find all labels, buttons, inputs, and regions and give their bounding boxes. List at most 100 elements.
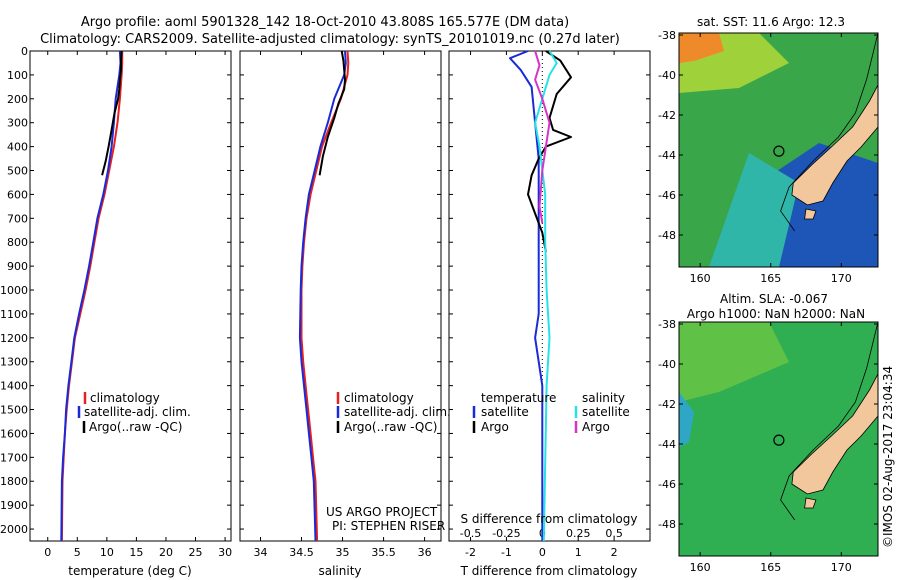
x-tick-label: 35.5 [371, 546, 396, 559]
x-tick-label: -1 [501, 546, 512, 559]
hot-sst-patch [679, 33, 724, 63]
lat-tick-label: -46 [658, 189, 676, 202]
temperature-panel-frame [29, 50, 232, 542]
figure-title-line1: Argo profile: aoml 5901328_142 18-Oct-20… [81, 15, 569, 30]
x-tick-label: 1 [575, 546, 582, 559]
depth-tick-label: 1000 [0, 284, 28, 297]
mid-sst-patch [709, 153, 799, 267]
legend-temp-argo-label: Argo [481, 420, 509, 434]
depth-tick-label: 1500 [0, 404, 28, 417]
x-tick-label: 0 [44, 546, 51, 559]
stewart-island-land [804, 497, 817, 509]
legend-sal-argo-label: Argo [582, 420, 610, 434]
sla-map-title-line2: Argo h1000: NaN h2000: NaN [687, 307, 865, 321]
pi-credit: PI: STEPHEN RISER [332, 519, 445, 533]
lat-tick-label: -42 [658, 109, 676, 122]
sla-low-patch [679, 392, 694, 447]
depth-contour [780, 322, 878, 521]
depth-tick-label: 1800 [0, 475, 28, 488]
x-tick-label: 35 [336, 546, 350, 559]
s-difference-axis-label: S difference from climatology [461, 512, 638, 526]
x-tick-label: 15 [129, 546, 143, 559]
lat-tick-label: -46 [658, 478, 676, 491]
series-line-climatology [300, 50, 350, 542]
lat-tick-label: -38 [658, 318, 676, 331]
salinity-axis-label: salinity [318, 564, 361, 578]
south-island-land [791, 373, 878, 495]
depth-tick-label: 200 [7, 93, 28, 106]
project-credit: US ARGO PROJECT [326, 505, 438, 519]
sla-high-patch [679, 322, 789, 402]
lat-tick-label: -48 [658, 518, 676, 531]
x-tick-label: 0 [539, 546, 546, 559]
depth-tick-label: 800 [7, 236, 28, 249]
depth-tick-label: 1700 [0, 451, 28, 464]
south-island-land [791, 84, 878, 206]
depth-tick-label: 1300 [0, 356, 28, 369]
legend-temp-satellite-label: satellite [481, 405, 529, 419]
lat-tick-label: -40 [658, 358, 676, 371]
depth-tick-label: 1100 [0, 308, 28, 321]
map-frame [678, 32, 879, 268]
sla-map-title-line1: Altim. SLA: -0.067 [720, 292, 828, 306]
series-line-satellite [298, 50, 347, 542]
s-difference-tick-label: 0.5 [605, 527, 623, 540]
lat-tick-label: -44 [658, 438, 676, 451]
lat-tick-label: -44 [658, 149, 676, 162]
sst-map: sat. SST: 11.6 Argo: 12.3 -38 -40 -42 -44 -4… [658, 15, 879, 285]
difference-legend: temperature satellite Argo salinity sate… [472, 391, 630, 434]
sla-map: Altim. SLA: -0.067 Argo h1000: NaN h2000… [658, 292, 879, 574]
lat-tick-label: -38 [658, 29, 676, 42]
depth-tick-label: 1900 [0, 499, 28, 512]
depth-tick-label: 1400 [0, 380, 28, 393]
lon-tick-label: 165 [760, 561, 781, 574]
depth-tick-label: 300 [7, 117, 28, 130]
depth-tick-label: 700 [7, 212, 28, 225]
legend-satellite-label: satellite-adj. clim. [84, 405, 191, 419]
x-tick-label: 5 [74, 546, 81, 559]
argo-float-marker [773, 434, 785, 446]
lon-tick-label: 170 [831, 561, 852, 574]
series-line-argo [527, 50, 572, 252]
argo-float-marker [773, 145, 785, 157]
x-tick-label: 2 [611, 546, 618, 559]
legend-sal-satellite-label: satellite [582, 405, 630, 419]
x-tick-label: 20 [159, 546, 173, 559]
legend-argo-label: Argo(..raw -QC) [89, 420, 182, 434]
depth-tick-label: 1200 [0, 332, 28, 345]
legend-argo-label: Argo(..raw -QC) [344, 420, 437, 434]
temperature-panel: 0100200300400500600700800900100011001200… [0, 45, 232, 559]
x-tick-label: 36 [418, 546, 432, 559]
depth-tick-label: 2000 [0, 523, 28, 536]
stewart-island-land [804, 208, 817, 220]
t-difference-axis-label: T difference from climatology [460, 564, 638, 578]
s-difference-tick-label: -0.5 [460, 527, 481, 540]
lon-tick-label: 160 [690, 561, 711, 574]
temperature-axis-label: temperature (deg C) [68, 564, 191, 578]
lat-tick-label: -40 [658, 69, 676, 82]
depth-tick-label: 400 [7, 141, 28, 154]
map-frame [678, 321, 879, 557]
legend-climatology-label: climatology [344, 391, 414, 405]
depth-tick-label: 0 [21, 45, 28, 58]
lat-tick-label: -48 [658, 229, 676, 242]
lon-tick-label: 160 [690, 272, 711, 285]
legend-salinity-title: salinity [582, 391, 625, 405]
depth-tick-label: 100 [7, 69, 28, 82]
lat-tick-label: -42 [658, 398, 676, 411]
x-tick-label: 34 [254, 546, 268, 559]
figure-title-line2: Climatology: CARS2009. Satellite-adjuste… [40, 32, 620, 47]
x-tick-label: 34.5 [289, 546, 314, 559]
temperature-legend: climatology satellite-adj. clim. Argo(..… [77, 391, 191, 434]
salinity-panel: 34 34.5 35 35.5 36 [240, 50, 441, 559]
salinity-legend: climatology satellite-adj. clim. Argo(..… [336, 391, 451, 434]
s-difference-tick-label: 0.25 [566, 527, 591, 540]
x-tick-label: 10 [100, 546, 114, 559]
x-tick-label: -2 [465, 546, 476, 559]
salinity-panel-frame [239, 50, 442, 542]
s-difference-tick-label: -0.25 [492, 527, 520, 540]
series-line-satellite [509, 50, 544, 541]
depth-tick-label: 900 [7, 260, 28, 273]
sst-map-title: sat. SST: 11.6 Argo: 12.3 [697, 15, 845, 29]
